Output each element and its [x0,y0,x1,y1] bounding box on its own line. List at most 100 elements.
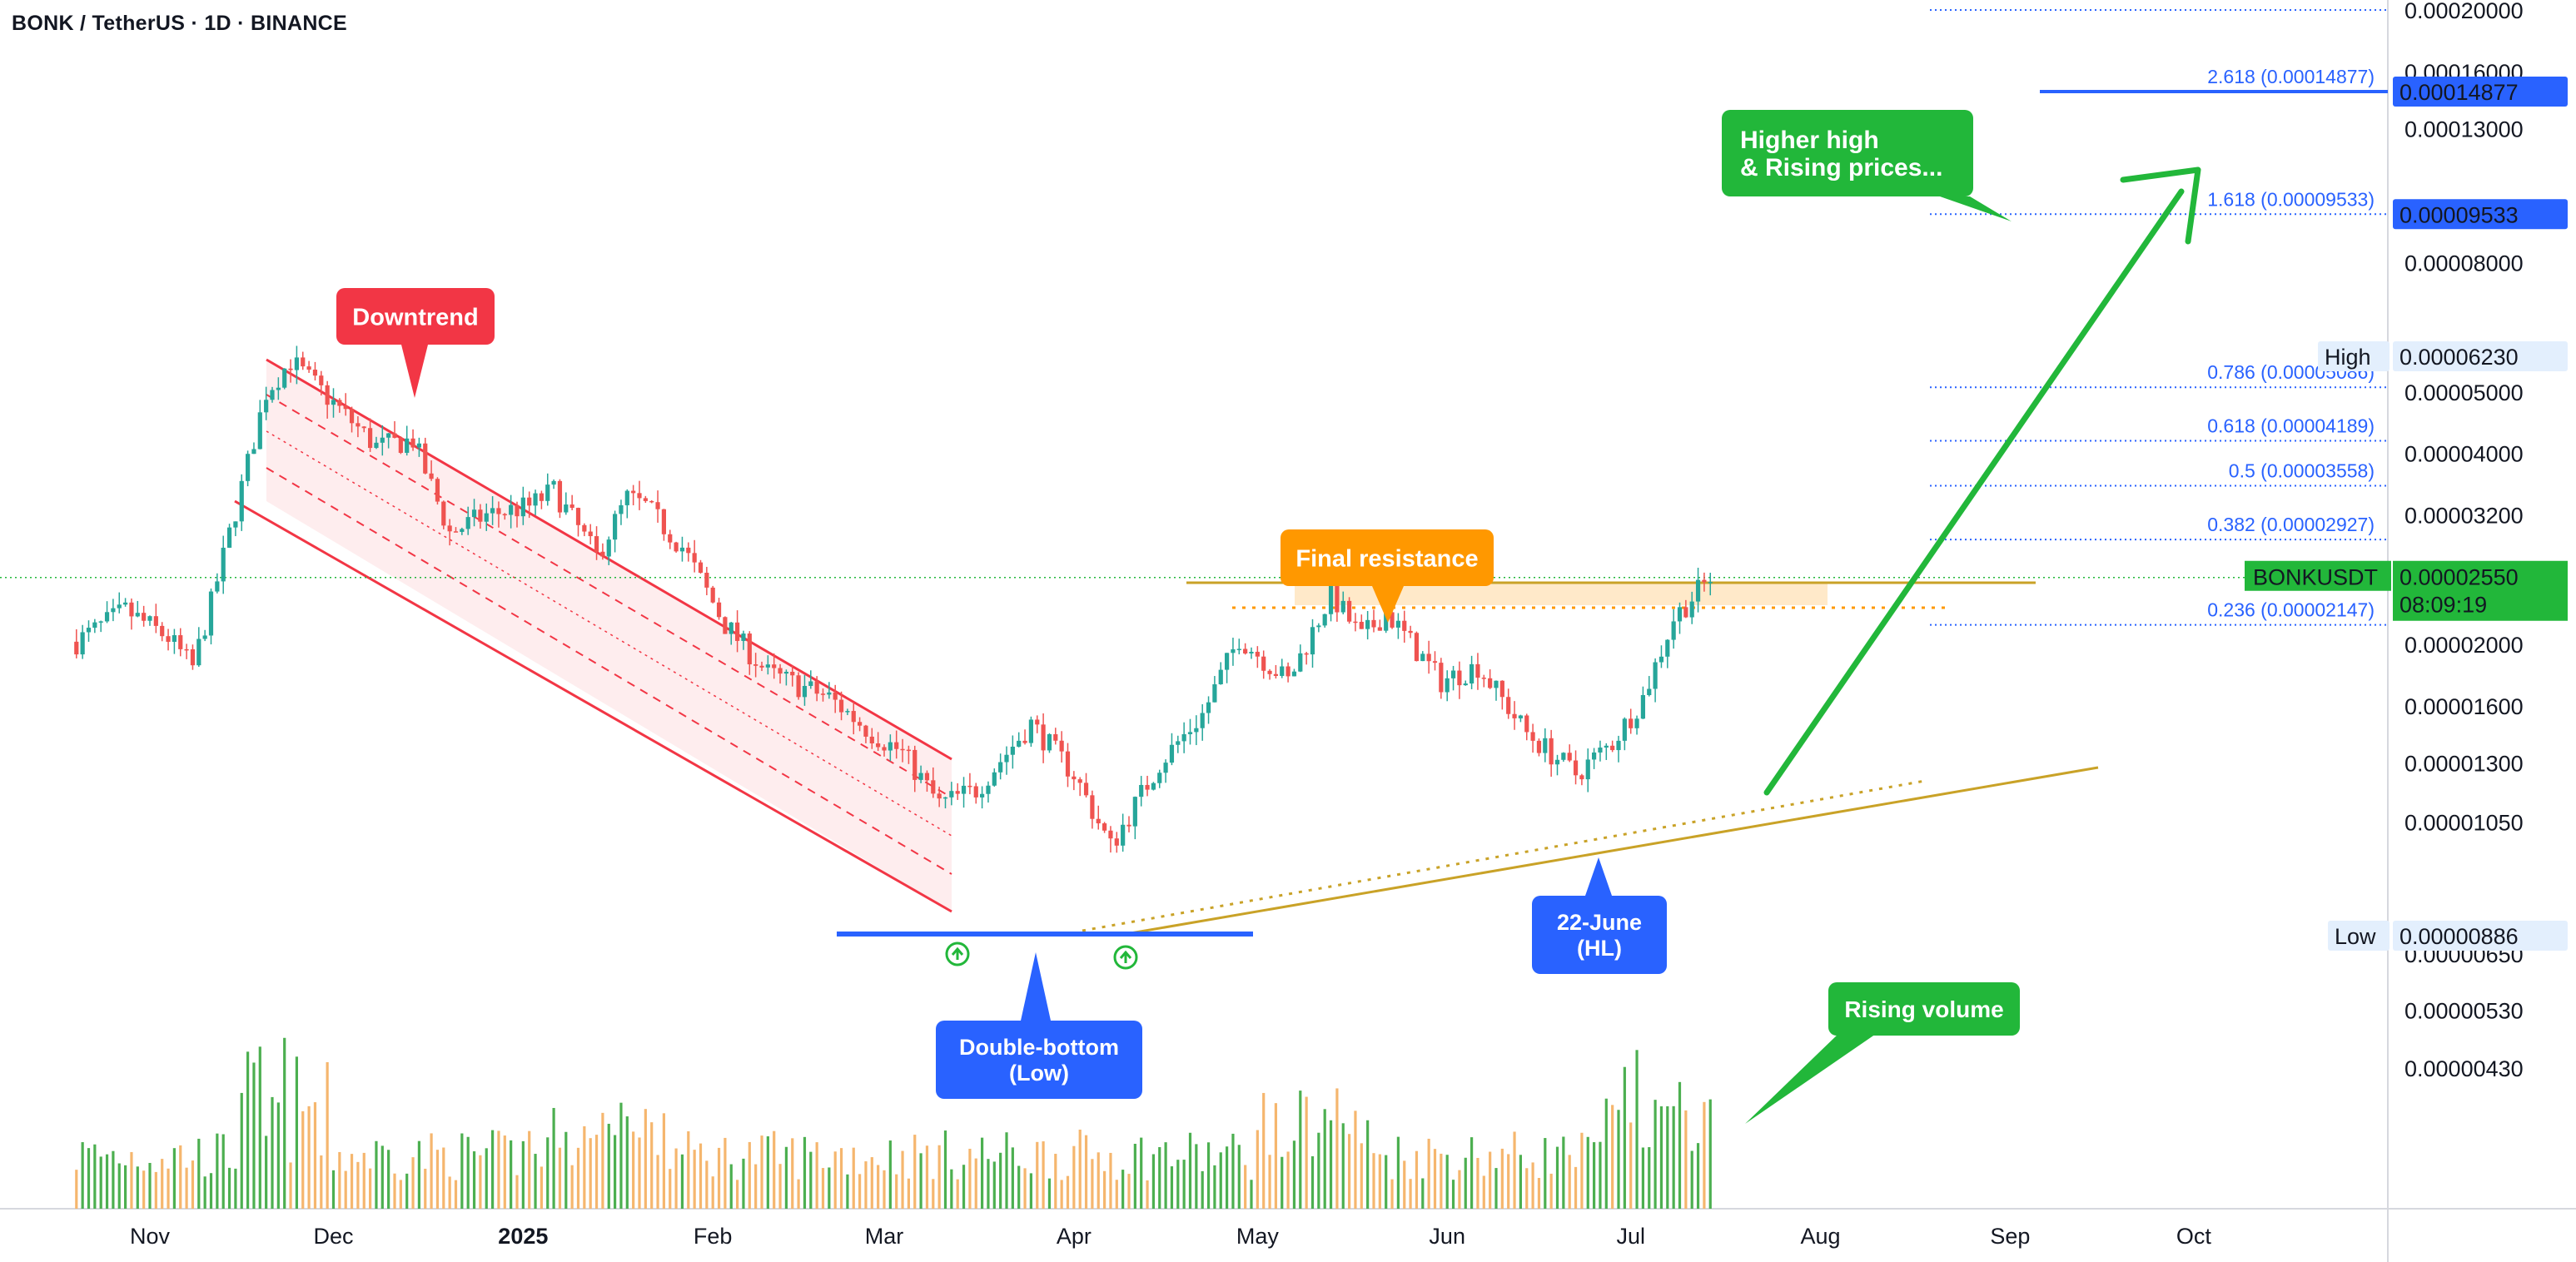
candle-body [753,664,758,666]
volume-bar [356,1161,360,1209]
volume-bar [99,1156,102,1209]
candle-body [1322,614,1327,626]
volume-bar [1445,1155,1449,1209]
volume-bar [901,1150,904,1209]
volume-bar [326,1061,329,1209]
candle-body [1408,630,1413,633]
candle-body [1598,748,1603,753]
volume-bar [1433,1149,1437,1209]
candle-body [833,692,838,700]
candle-body [533,493,538,506]
y-tick-label: 0.00001300 [2404,752,2524,777]
candle-body [1280,666,1285,676]
channel-bottom-line [234,499,952,913]
candle-body [349,409,355,424]
candle-body [1671,621,1676,640]
fib-level-label: 2.618 (0.00014877) [2207,66,2375,87]
double-bottom-callout: Double-bottom(Low) [936,952,1142,1099]
candle-body [135,613,140,617]
candle-body [845,711,850,713]
volume-bar [858,1174,862,1209]
x-tick-label: Mar [865,1224,904,1249]
candle-body [1157,773,1162,783]
high-label-badge: High [2318,341,2390,371]
candle-body [876,743,881,748]
candle-body [655,502,660,509]
candle-body [410,438,415,448]
volume-bar [369,1168,372,1209]
candle-body [1249,651,1254,654]
candle-body [490,508,495,514]
volume-bar [1226,1146,1229,1209]
candle-body [178,635,183,649]
volume-bar [625,1116,629,1209]
volume-bar [1097,1152,1100,1209]
candle-body [1543,738,1548,753]
volume-bar [1029,1173,1032,1209]
y-tick-label: 0.00004000 [2404,442,2524,467]
volume-bar [748,1141,751,1209]
candle-body [1653,662,1658,689]
candle-body [1665,639,1670,657]
candle-body [735,622,740,641]
volume-bar [699,1143,703,1209]
volume-bar [846,1174,849,1209]
volume-bar [1366,1120,1370,1209]
candle-body [1212,684,1217,703]
volume-bar [167,1168,170,1209]
candle-body [1384,612,1389,631]
volume-bar [387,1150,390,1209]
candle-body [1310,627,1315,655]
volume-bar [1703,1101,1706,1209]
x-tick-label: Aug [1801,1224,1841,1249]
volume-bar [1348,1134,1351,1209]
candle-body [1604,745,1609,748]
candle-body [1658,656,1664,663]
volume-bar [1489,1151,1492,1209]
candle-body [1695,579,1701,602]
volume-bar [1611,1105,1614,1209]
volume-bar [454,1180,458,1209]
volume-bar [950,1169,953,1209]
high-label-badge-text: High [2325,345,2371,370]
y-tick-label: 0.00013000 [2404,117,2524,142]
candle-body [288,368,293,370]
volume-bar [430,1133,433,1209]
high-price-badge: 0.00006230 [2393,341,2568,371]
volume-bar [1195,1144,1198,1209]
candle-body [1420,653,1425,662]
last-price-bg [2393,560,2568,621]
volume-bar [607,1123,610,1209]
volume-bar [1244,1165,1247,1209]
higher-high-callout-box [1722,110,1973,196]
volume-bar [925,1145,929,1209]
candle-body [142,613,147,621]
candle-body [496,508,501,514]
candle-body [1083,783,1089,796]
candle-body [1169,744,1175,763]
candle-body [1488,678,1493,688]
volume-bar [1464,1157,1467,1209]
candle-body [539,493,544,501]
volume-bar [717,1147,721,1209]
volume-bar [1268,1155,1271,1209]
candle-body [453,531,459,533]
candle-body [1506,697,1511,714]
volume-bars [75,1037,1712,1209]
volume-bar [105,1154,109,1209]
volume-bar [258,1046,261,1209]
candle-body [1702,579,1707,583]
volume-bar [112,1150,115,1209]
candle-body [276,387,281,390]
candle-body [441,501,446,526]
volume-bar [154,1171,157,1209]
volume-bar [546,1137,550,1209]
candle-body [1102,823,1107,831]
candle-body [392,433,397,438]
y-tick-label: 0.00001050 [2404,810,2524,835]
volume-bar [1182,1160,1186,1209]
volume-bar [246,1051,250,1209]
volume-bar [1140,1137,1143,1209]
volume-bar [1354,1110,1357,1209]
